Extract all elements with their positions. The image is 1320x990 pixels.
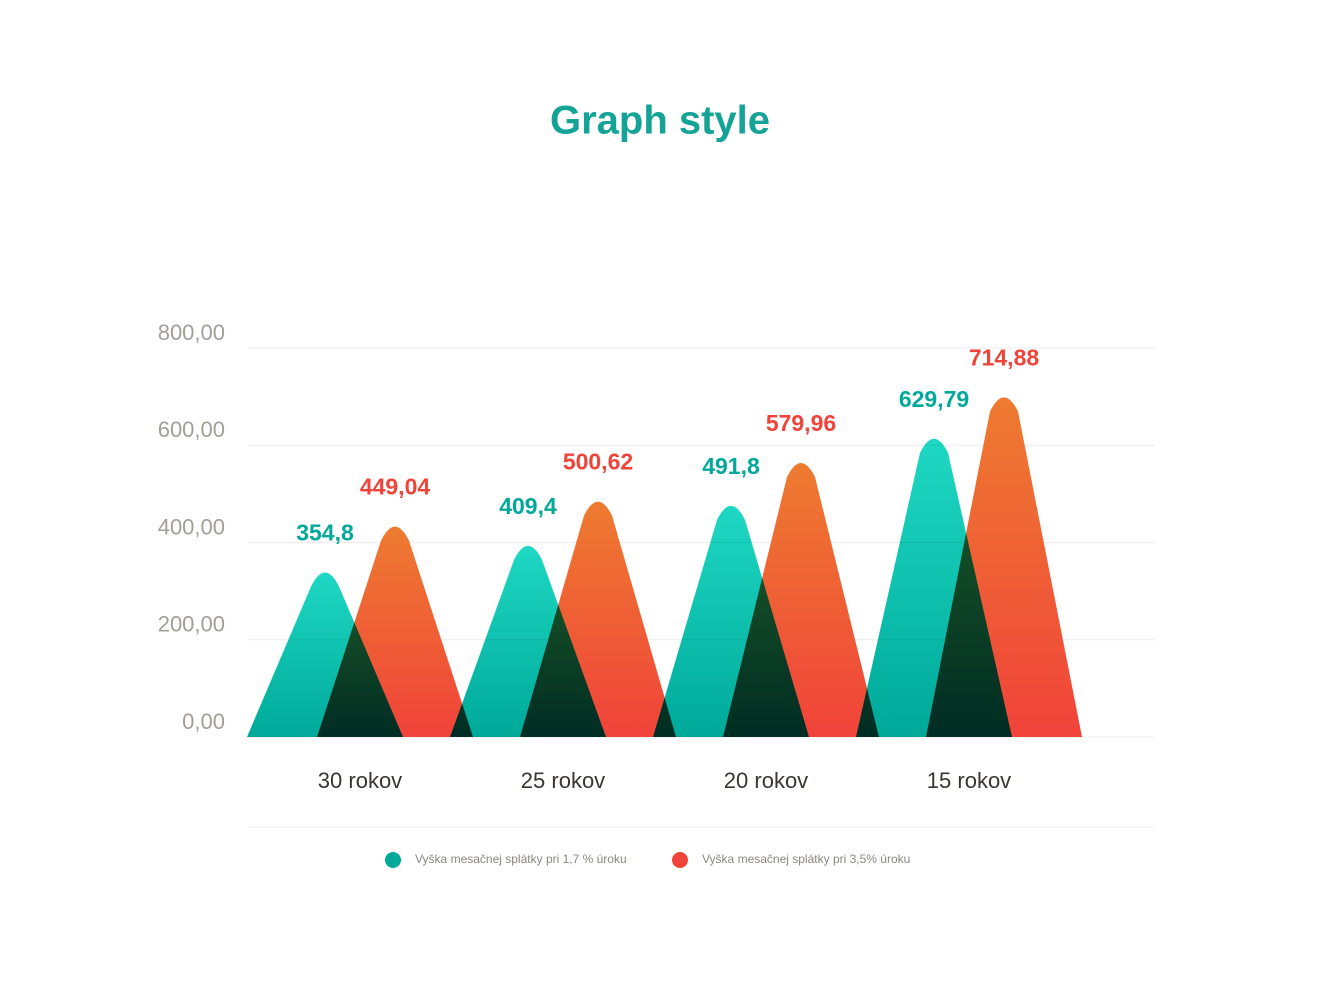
peak (856, 438, 1012, 737)
legend-marker (385, 852, 401, 868)
value-label: 500,62 (563, 449, 633, 475)
peak (247, 572, 403, 737)
y-tick-label: 0,00 (182, 709, 225, 734)
value-label: 409,4 (499, 493, 557, 519)
x-tick-label: 20 rokov (724, 768, 808, 793)
legend-label: Vyška mesačnej splátky pri 3,5% úroku (702, 852, 910, 866)
value-label: 491,8 (702, 453, 760, 479)
value-label: 354,8 (296, 520, 354, 546)
value-label: 629,79 (899, 386, 969, 412)
legend-label: Vyška mesačnej splátky pri 1,7 % úroku (415, 852, 627, 866)
peak (450, 545, 606, 737)
peak (653, 505, 809, 737)
value-label: 579,96 (766, 410, 836, 436)
x-tick-label: 25 rokov (521, 768, 605, 793)
y-tick-label: 200,00 (158, 612, 225, 637)
y-tick-label: 600,00 (158, 417, 225, 442)
x-tick-label: 15 rokov (927, 768, 1011, 793)
y-tick-label: 400,00 (158, 514, 225, 539)
x-tick-label: 30 rokov (318, 768, 402, 793)
legend-marker (672, 852, 688, 868)
value-label: 714,88 (969, 344, 1040, 370)
y-tick-label: 800,00 (158, 320, 225, 345)
value-label: 449,04 (360, 474, 431, 500)
chart-title: Graph style (550, 99, 770, 143)
